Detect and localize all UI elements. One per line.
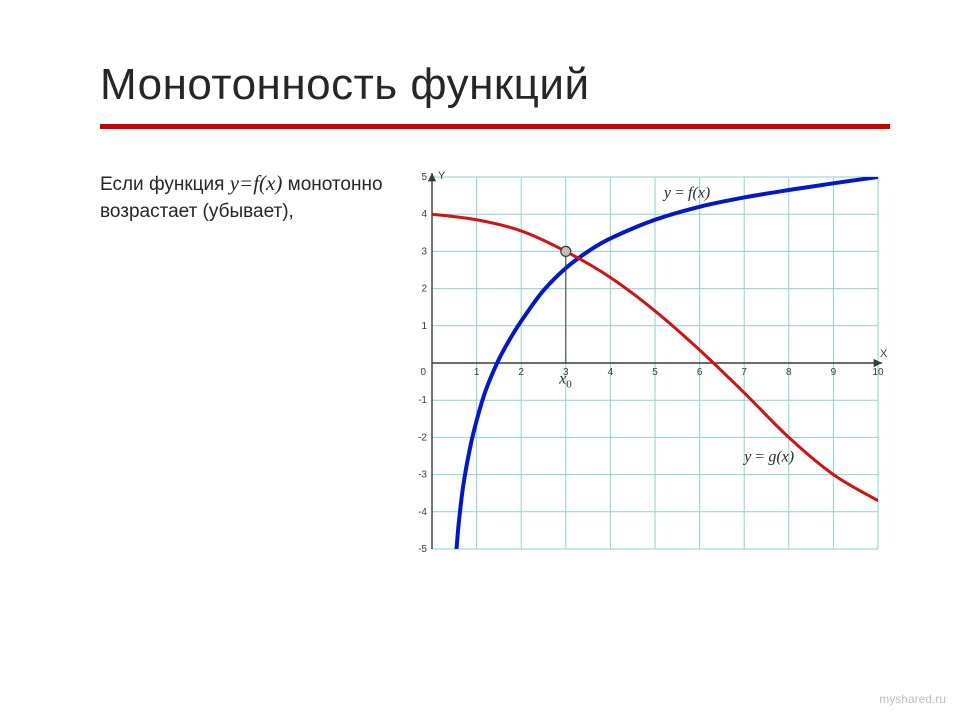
page-title: Монотонность функций [100,60,890,110]
svg-text:-5: -5 [418,544,427,555]
svg-text:Y: Y [438,170,446,182]
svg-text:-2: -2 [418,432,427,443]
svg-text:y = g(x): y = g(x) [742,449,794,466]
svg-text:9: 9 [831,367,837,378]
body-prefix: Если функция [100,174,230,195]
svg-text:X: X [880,348,888,360]
body-text: Если функция y=f(x) монотонно возрастает… [100,169,400,225]
svg-text:5: 5 [421,172,427,183]
svg-text:2: 2 [421,284,427,295]
svg-text:-4: -4 [418,507,427,518]
svg-text:7: 7 [741,367,747,378]
svg-text:3: 3 [421,246,427,257]
svg-text:4: 4 [608,367,614,378]
title-underline [100,124,890,129]
svg-text:y = f(x): y = f(x) [662,184,710,201]
body-equation: y=f(x) [230,171,283,195]
monotonic-chart: 12345678910-5-4-3-2-1012345XYy = f(x)y =… [410,169,890,559]
svg-text:6: 6 [697,367,703,378]
svg-text:10: 10 [872,367,884,378]
svg-text:-1: -1 [418,395,427,406]
svg-text:8: 8 [786,367,792,378]
svg-text:1: 1 [474,367,480,378]
svg-text:4: 4 [421,209,427,220]
svg-text:5: 5 [652,367,658,378]
watermark: myshared.ru [879,692,946,706]
svg-text:1: 1 [421,321,427,332]
svg-text:2: 2 [518,367,524,378]
svg-text:-3: -3 [418,470,427,481]
svg-text:0: 0 [420,367,426,378]
